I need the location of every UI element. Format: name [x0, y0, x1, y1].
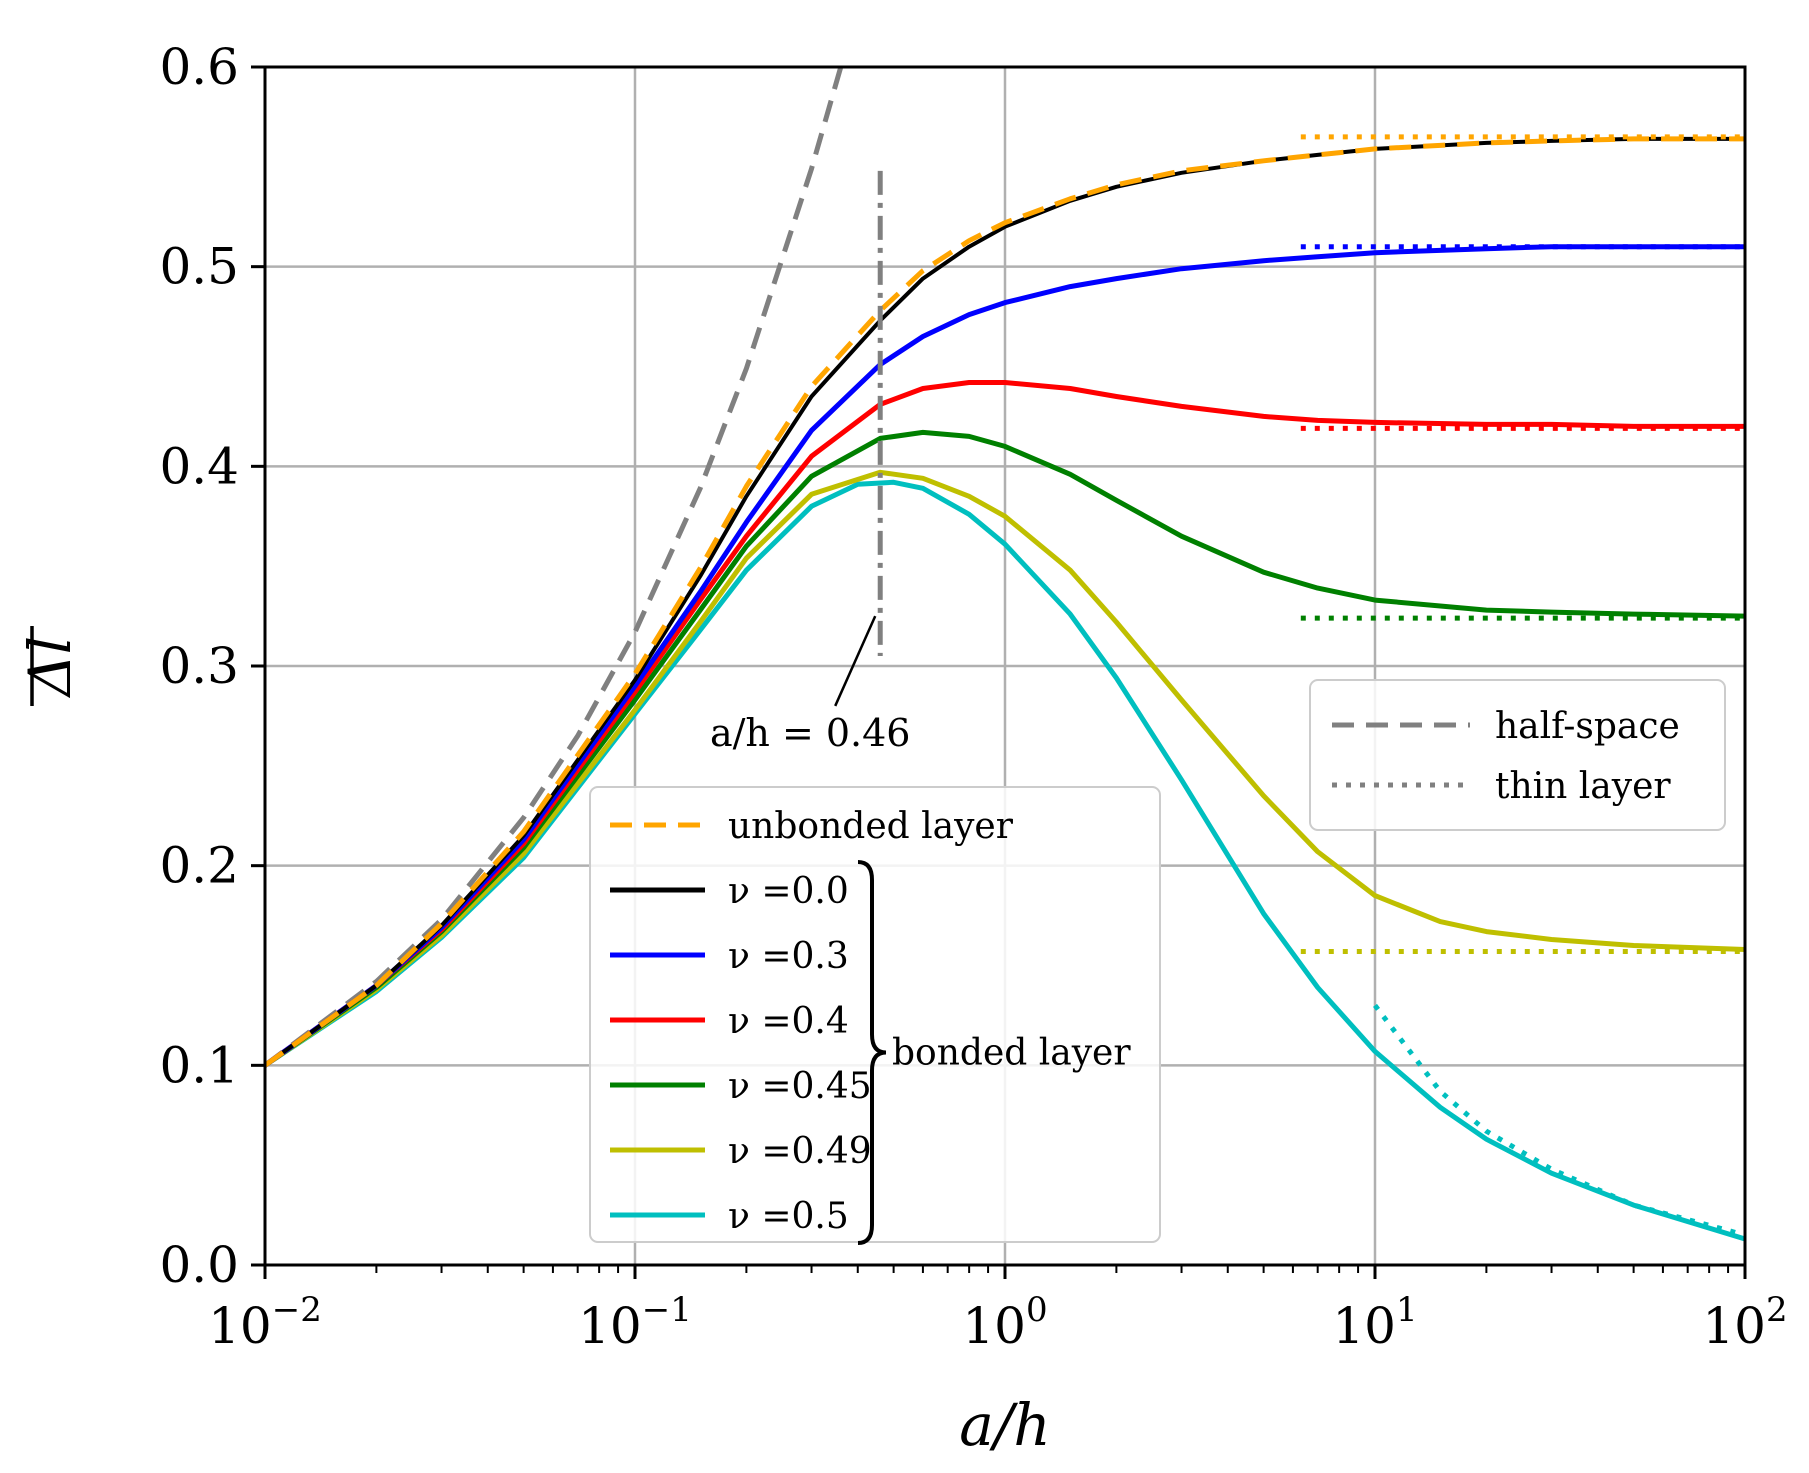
legend-style-label-1: thin layer	[1495, 766, 1671, 807]
y-tick-label-3: 0.3	[159, 637, 239, 695]
y-tick-label-1: 0.1	[159, 1036, 239, 1094]
x-tick-label-3: 101	[1332, 1290, 1417, 1355]
x-tick-label-4: 102	[1702, 1290, 1787, 1355]
series-nu03	[265, 244, 1745, 1068]
x-tick-label-2: 100	[962, 1290, 1047, 1355]
series-nu045	[265, 429, 1745, 1068]
legend-style: half-space thin layer	[1309, 679, 1726, 831]
x-axis-label: a/h	[959, 1391, 1050, 1459]
series-layer	[265, 67, 1745, 1242]
legend-main-box	[589, 786, 1161, 1243]
series-nu049	[265, 469, 1745, 1068]
y-tick-label-2: 0.2	[159, 837, 239, 895]
ticks: 10−2 10−1 100 101 102 0.0 0.1 0.2 0.3 0.4 0.5 0.6	[159, 38, 1787, 1355]
legend-style-label-0: half-space	[1495, 706, 1680, 747]
annotation-label: a/h = 0.46	[710, 711, 911, 755]
y-tick-label-4: 0.4	[159, 437, 239, 495]
legend-main-label-nu045: ν =0.45	[728, 1066, 872, 1107]
legend-brace	[857, 860, 887, 1245]
x-tick-label-1: 10−1	[578, 1290, 692, 1355]
x-tick-label-0: 10−2	[208, 1290, 322, 1355]
legend-main-label-unbonded: unbonded layer	[728, 806, 1014, 847]
series-nu04	[265, 380, 1745, 1068]
y-tick-label-0: 0.0	[159, 1236, 239, 1294]
thin-layer-nu05	[1373, 1003, 1745, 1238]
annotation-pointer	[834, 615, 877, 707]
legend-main-label-nu04: ν =0.4	[728, 1001, 849, 1042]
legend-main-label-nu05: ν =0.5	[728, 1196, 849, 1237]
annotation: a/h = 0.46	[710, 170, 911, 755]
y-tick-label-5: 0.5	[159, 238, 239, 296]
legend-style-box	[1309, 679, 1726, 831]
legend-main-label-nu049: ν =0.49	[728, 1131, 872, 1172]
legend-main-label-nu03: ν =0.3	[728, 936, 849, 977]
y-axis-label: Δl	[16, 636, 84, 698]
legend-main-label-nu0: ν =0.0	[728, 871, 849, 912]
legend-main: unbonded layer ν =0.0 ν =0.3 ν =0.4 ν =0.45 ν…	[589, 786, 1161, 1245]
legend-brace-label: bonded layer	[892, 1033, 1131, 1074]
y-tick-label-6: 0.6	[159, 38, 239, 96]
series-unbonded	[265, 136, 1745, 1068]
series-halfspace	[265, 67, 844, 1068]
